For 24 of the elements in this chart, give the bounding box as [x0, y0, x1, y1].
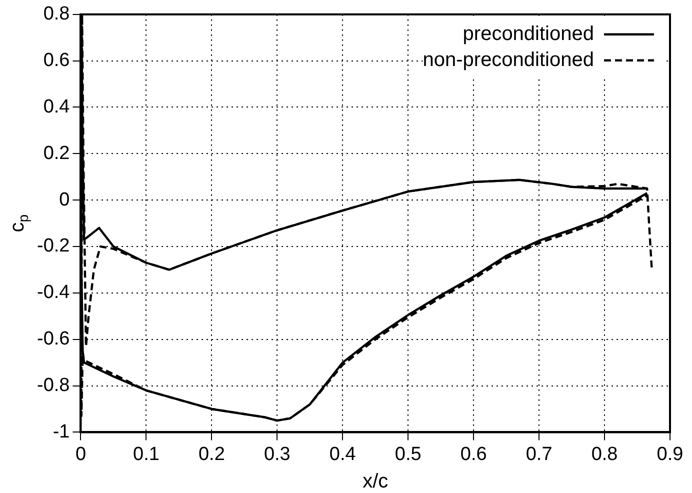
y-tick-label: 0.4 — [43, 96, 70, 118]
x-axis-title: x/c — [362, 470, 388, 493]
x-tick-label: 0.8 — [591, 444, 618, 465]
y-tick-label: -0.8 — [36, 375, 70, 396]
y-tick-label: -1 — [52, 421, 70, 442]
x-tick-label: 0.4 — [329, 444, 356, 465]
legend-label: non-preconditioned — [422, 48, 594, 71]
x-tick-label: 0.5 — [394, 444, 422, 465]
x-tick-label: 0.7 — [526, 444, 552, 465]
y-tick-label: 0.2 — [43, 142, 70, 164]
x-tick-label: 0 — [75, 444, 86, 465]
x-tick-label: 0.1 — [133, 444, 160, 465]
x-tick-label: 0.6 — [460, 444, 487, 465]
y-axis-title: cp — [6, 214, 31, 232]
x-tick-label: 0.3 — [264, 444, 290, 465]
x-tick-label: 0.2 — [198, 444, 225, 465]
y-tick-label: 0.6 — [43, 50, 70, 72]
x-tick-label: 0.9 — [656, 444, 684, 465]
y-tick-label: -0.2 — [36, 236, 70, 257]
y-tick-label: 0.8 — [43, 4, 70, 25]
y-tick-label: 0 — [59, 189, 70, 210]
y-tick-label: -0.4 — [36, 282, 70, 304]
legend-label: preconditioned — [462, 22, 594, 45]
y-tick-label: -0.6 — [36, 328, 70, 350]
